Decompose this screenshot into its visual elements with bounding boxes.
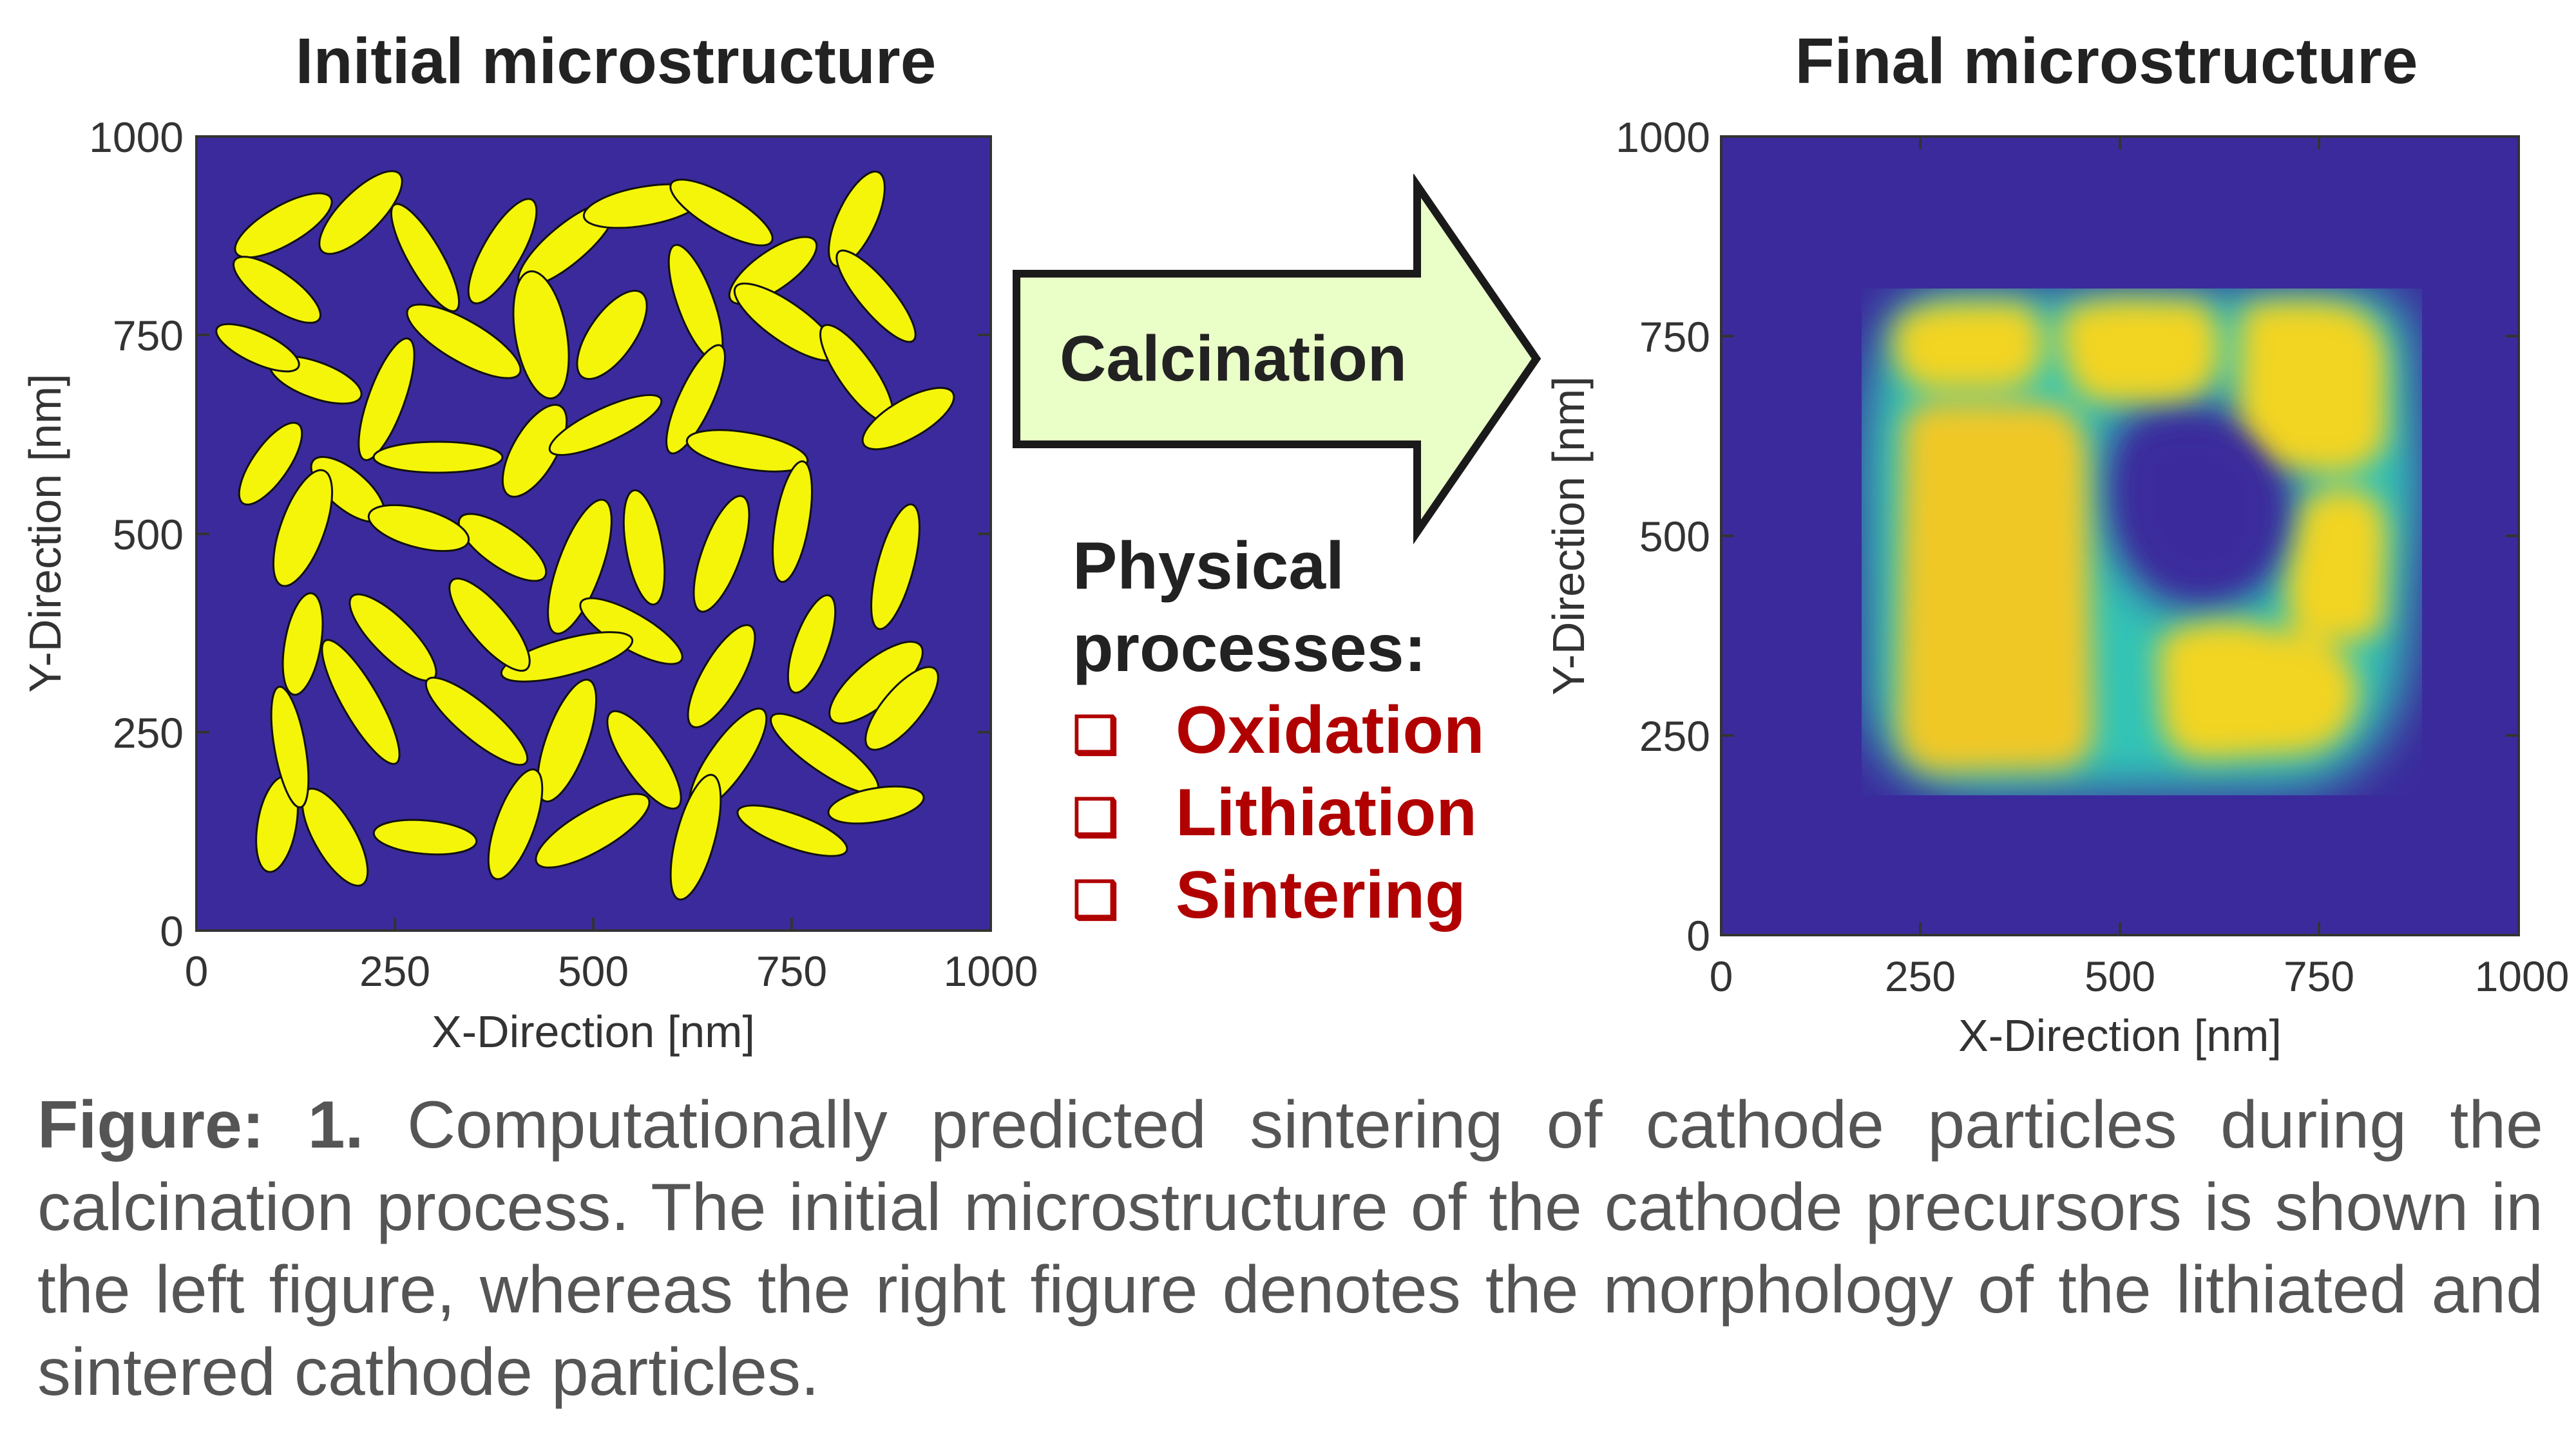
precursor-particle (500, 631, 634, 683)
precursor-particle (467, 198, 538, 305)
precursor-particle (372, 819, 478, 856)
right-xtick: 500 (2084, 952, 2156, 1000)
process-item-oxidation: ❑ Oxidation (1073, 692, 1485, 769)
precursor-particle (669, 178, 774, 247)
right-ytick: 750 (1639, 313, 1710, 361)
left-ylabel: Y-Direction [nm] (20, 374, 70, 693)
precursor-particle (547, 498, 613, 635)
precursor-particle (406, 303, 522, 379)
precursor-particle (281, 592, 324, 696)
precursor-particle (272, 469, 334, 587)
precursor-particle (536, 678, 598, 803)
precursor-particle (622, 489, 666, 606)
precursor-particle (787, 594, 837, 694)
right-xtick: 1000 (2474, 952, 2570, 1000)
left-xtick: 0 (184, 947, 209, 995)
precursor-particle (692, 495, 750, 613)
left-ytick: 500 (112, 511, 184, 558)
sintered-grain (1897, 402, 2094, 773)
left-ytick: 1000 (89, 113, 184, 161)
right-ytick: 1000 (1616, 113, 1710, 161)
left-xtick: 250 (359, 947, 431, 995)
sintered-grain (2061, 299, 2220, 402)
sintered-grain (2158, 621, 2358, 760)
right-ylabel: Y-Direction [nm] (1543, 376, 1594, 696)
precursor-particle (487, 768, 544, 880)
precursor-particle (870, 503, 921, 630)
right-ytick: 250 (1639, 712, 1710, 760)
right-xtick: 250 (1884, 952, 1956, 1000)
sintered-grain (1894, 303, 2043, 390)
left-panel-title: Initial microstructure (295, 25, 937, 97)
precursor-particle (372, 440, 504, 474)
precursor-particle (606, 710, 682, 810)
process-label: Lithiation (1176, 775, 1477, 850)
process-label: Oxidation (1176, 693, 1485, 768)
right-sintered-particles (1862, 289, 2422, 795)
precursor-particle (772, 460, 813, 583)
precursor-particle (448, 577, 531, 672)
right-ytick: 500 (1639, 513, 1710, 560)
left-microstructure-plot (195, 135, 992, 932)
left-xtick: 500 (557, 947, 629, 995)
figure-caption: Figure: 1. Computationally predicted sin… (37, 1084, 2543, 1414)
calcination-arrow (1013, 174, 1541, 545)
sintered-grain (2286, 489, 2387, 641)
checkbox-icon: ❑ (1073, 706, 1119, 764)
precursor-particle (270, 685, 310, 809)
precursor-particle (321, 639, 401, 765)
calcination-label: Calcination (1060, 323, 1407, 395)
right-xtick: 750 (2283, 952, 2355, 1000)
left-ytick: 750 (112, 312, 184, 359)
sintered-hole (2123, 424, 2278, 592)
precursor-particle (669, 773, 722, 901)
right-panel-title: Final microstructure (1795, 25, 2418, 97)
checkbox-icon: ❑ (1073, 789, 1119, 846)
processes-heading-line1: Physical (1073, 529, 1345, 603)
left-particle-group (215, 170, 955, 901)
precursor-particle (548, 393, 663, 457)
right-microstructure-plot (1720, 135, 2520, 936)
precursor-particle (685, 429, 809, 473)
precursor-particle (828, 170, 886, 268)
precursor-particle (457, 513, 548, 582)
right-xtick: 0 (1709, 952, 1733, 1000)
precursor-particle (233, 256, 321, 324)
precursor-particle (215, 323, 300, 373)
precursor-particle (367, 504, 470, 553)
precursor-particle (501, 404, 568, 498)
precursor-particle (512, 270, 570, 400)
left-xtick: 750 (756, 947, 828, 995)
precursor-particle (827, 785, 925, 825)
precursor-particle (576, 289, 648, 381)
precursor-particle (238, 421, 303, 506)
precursor-particle (736, 804, 848, 857)
right-ytick: 0 (1686, 912, 1710, 960)
precursor-particle (835, 249, 917, 343)
process-label: Sintering (1176, 858, 1466, 932)
precursor-particle (535, 793, 651, 869)
checkbox-icon: ❑ (1073, 871, 1119, 929)
process-item-lithiation: ❑ Lithiation (1073, 775, 1477, 851)
left-ytick: 250 (112, 709, 184, 757)
precursor-particle (234, 192, 333, 259)
right-xlabel: X-Direction [nm] (1958, 1010, 2282, 1061)
process-item-sintering: ❑ Sintering (1073, 857, 1466, 934)
precursor-particle (390, 203, 461, 312)
precursor-particle (864, 666, 939, 751)
left-xlabel: X-Direction [nm] (432, 1007, 755, 1057)
processes-heading-line2: processes: (1073, 611, 1427, 686)
precursor-particle (861, 386, 955, 451)
precursor-particle (358, 337, 415, 461)
left-xtick: 1000 (943, 947, 1038, 995)
left-ytick: 0 (160, 907, 184, 955)
precursor-particle (665, 344, 726, 455)
caption-label: Figure: 1. (37, 1088, 364, 1162)
precursor-particle (425, 676, 529, 766)
sintered-grain (2238, 301, 2387, 473)
precursor-particle (687, 624, 756, 728)
caption-text: Computationally predicted sintering of c… (37, 1088, 2543, 1410)
precursor-particle (318, 170, 403, 255)
